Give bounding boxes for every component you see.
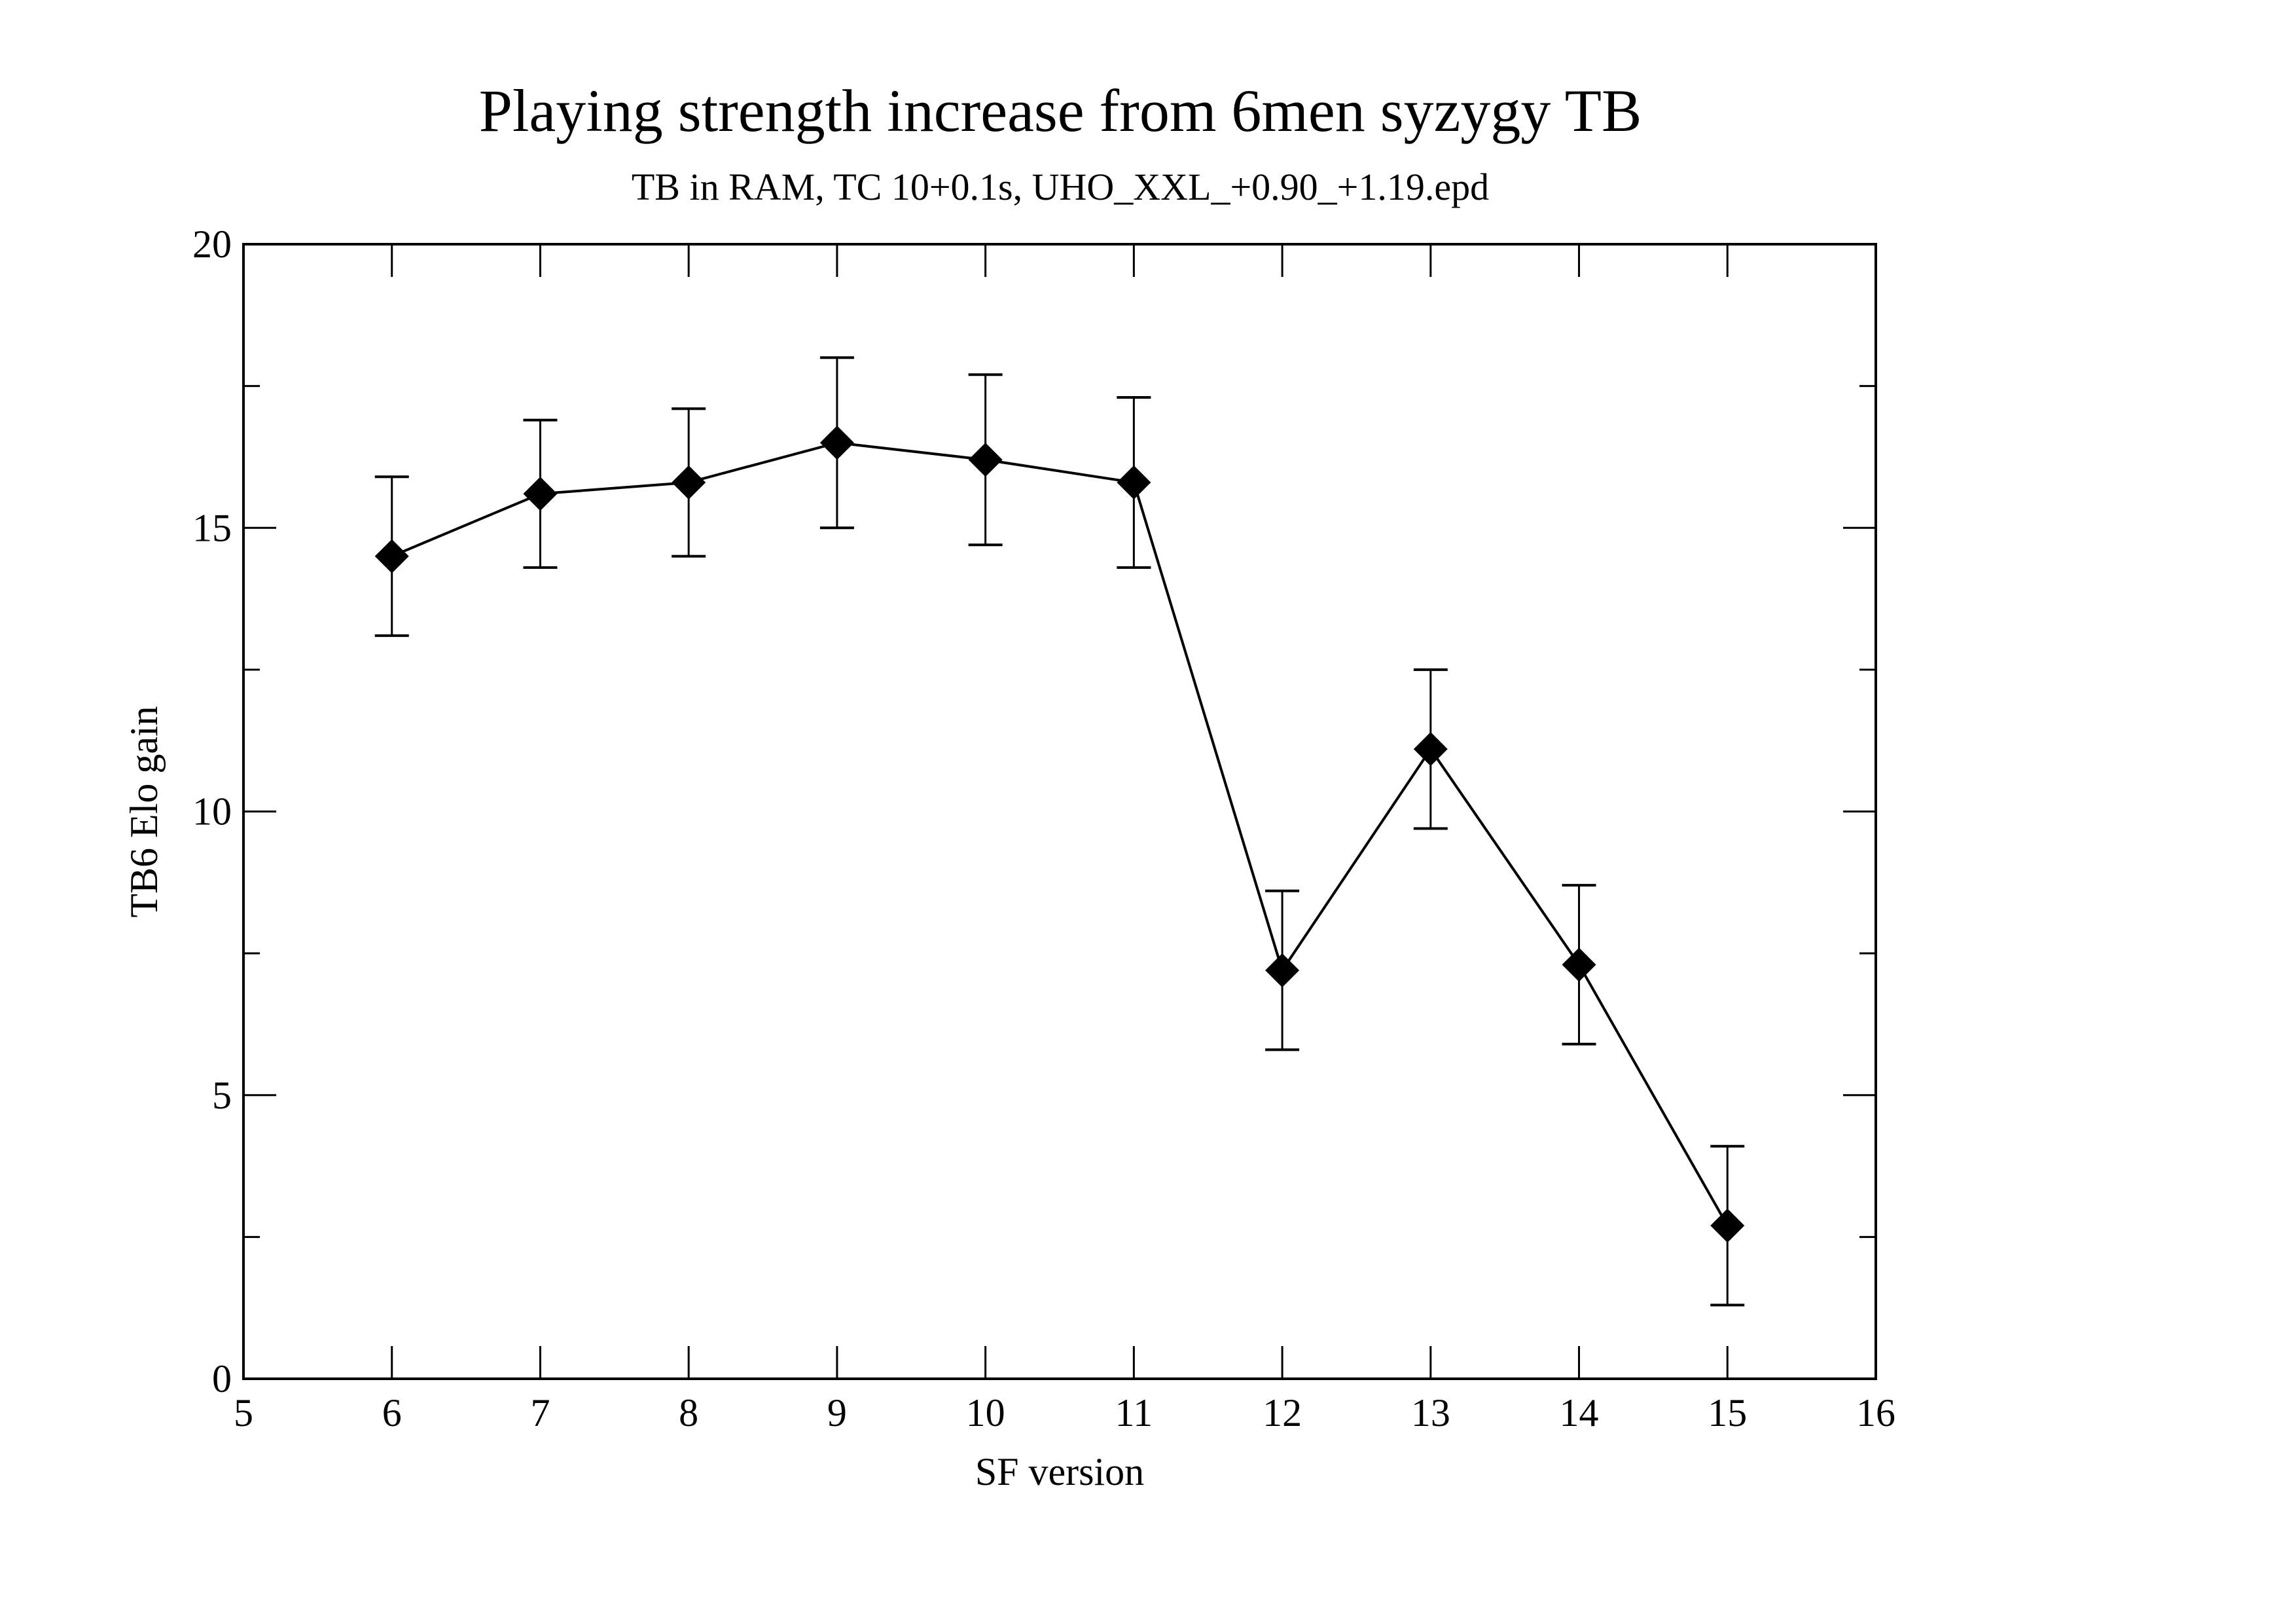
x-tick-label: 10 [966, 1391, 1005, 1434]
chart-subtitle: TB in RAM, TC 10+0.1s, UHO_XXL_+0.90_+1.… [632, 166, 1489, 208]
x-tick-label: 12 [1263, 1391, 1302, 1434]
y-tick-label: 20 [192, 223, 232, 266]
x-tick-label: 9 [827, 1391, 847, 1434]
x-tick-label: 8 [679, 1391, 698, 1434]
chart-title: Playing strength increase from 6men syzy… [479, 77, 1642, 144]
x-tick-label: 14 [1560, 1391, 1599, 1434]
x-tick-label: 13 [1411, 1391, 1450, 1434]
data-point-marker [968, 443, 1003, 477]
data-point-marker [1265, 953, 1300, 988]
data-point-marker [523, 477, 558, 511]
data-point-marker [1117, 465, 1151, 500]
series-line [391, 441, 1729, 1227]
data-point-marker [819, 426, 854, 460]
y-tick-label: 10 [192, 790, 232, 833]
y-axis-label: TB6 Elo gain [122, 706, 166, 917]
plot-frame [242, 243, 1877, 1380]
x-tick-label: 7 [530, 1391, 550, 1434]
data-point-marker [1413, 732, 1448, 767]
x-tick-label: 5 [234, 1391, 253, 1434]
y-tick-label: 15 [192, 506, 232, 549]
data-point-marker [1710, 1209, 1745, 1243]
data-point-marker [1562, 947, 1596, 982]
x-axis-label: SF version [975, 1450, 1144, 1493]
data-point-marker [374, 539, 409, 574]
y-tick-label: 5 [212, 1074, 232, 1117]
x-tick-label: 16 [1856, 1391, 1895, 1434]
x-tick-label: 11 [1115, 1391, 1153, 1434]
x-tick-label: 6 [382, 1391, 402, 1434]
data-point-marker [672, 465, 706, 500]
y-tick-label: 0 [212, 1357, 232, 1400]
x-tick-label: 15 [1708, 1391, 1747, 1434]
